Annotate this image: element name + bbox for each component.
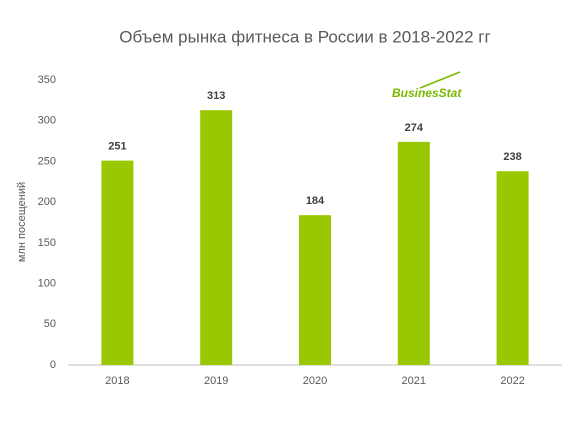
x-tick-label: 2019 — [204, 375, 228, 387]
value-label: 313 — [207, 90, 225, 102]
y-tick-label: 200 — [38, 196, 56, 208]
logo-swoosh — [419, 71, 461, 89]
x-tick-label: 2018 — [105, 375, 129, 387]
bar — [299, 215, 331, 365]
y-tick-label: 350 — [38, 74, 56, 86]
value-label: 238 — [503, 151, 521, 163]
bar — [496, 171, 529, 365]
bar — [397, 141, 430, 365]
y-tick-label: 50 — [44, 318, 56, 330]
x-tick-label: 2022 — [500, 375, 524, 387]
value-label: 251 — [108, 141, 126, 153]
y-axis-label: млн посещений — [16, 182, 28, 262]
x-tick-label: 2020 — [303, 375, 327, 387]
value-label: 274 — [405, 122, 424, 134]
x-tick-label: 2021 — [402, 375, 426, 387]
y-tick-label: 150 — [38, 237, 56, 249]
chart-title: Объем рынка фитнеса в России в 2018-2022… — [119, 27, 490, 46]
y-tick-label: 250 — [38, 155, 56, 167]
y-tick-label: 300 — [38, 115, 56, 127]
watermark: BusinesStat — [392, 86, 462, 100]
value-label: 184 — [306, 195, 325, 207]
y-tick-label: 100 — [38, 277, 56, 289]
bar — [200, 110, 233, 365]
y-tick-label: 0 — [50, 359, 56, 371]
bar — [101, 160, 134, 365]
